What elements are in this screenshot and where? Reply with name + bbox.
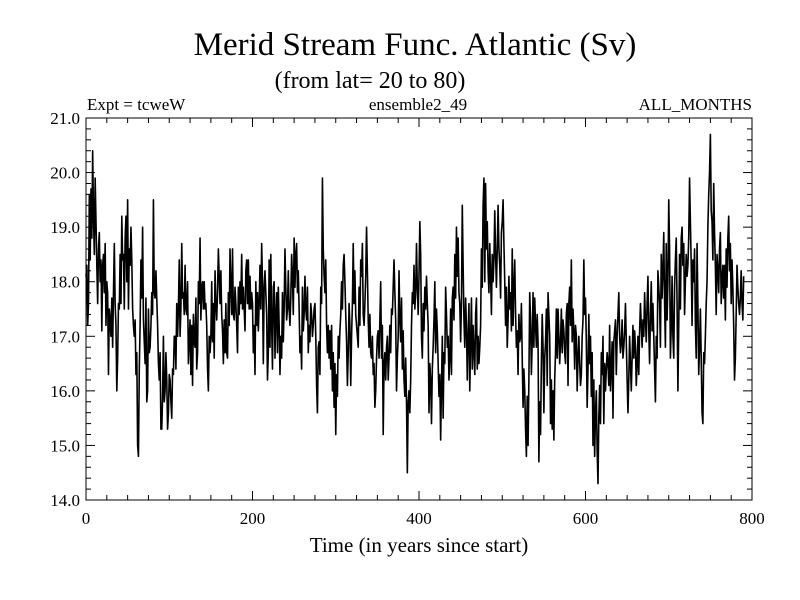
y-axis-tick-labels: 14.0 15.0 16.0 17.0 18.0 19.0 20.0 21.0 bbox=[50, 109, 80, 510]
y-tick-label: 17.0 bbox=[50, 327, 80, 346]
series-line bbox=[85, 133, 745, 485]
header-center-label: ensemble2_49 bbox=[369, 95, 467, 114]
x-axis-tick-labels: 0 200 400 600 800 bbox=[82, 509, 765, 528]
x-tick-label: 800 bbox=[739, 509, 765, 528]
y-tick-label: 14.0 bbox=[50, 491, 80, 510]
x-tick-label: 600 bbox=[573, 509, 599, 528]
y-tick-label: 16.0 bbox=[50, 382, 80, 401]
header-right-label: ALL_MONTHS bbox=[639, 95, 752, 114]
y-tick-label: 21.0 bbox=[50, 109, 80, 128]
x-tick-label: 400 bbox=[406, 509, 432, 528]
chart-title: Merid Stream Func. Atlantic (Sv) bbox=[194, 27, 637, 63]
y-tick-label: 18.0 bbox=[50, 273, 80, 292]
header-left-label: Expt = tcweW bbox=[87, 95, 186, 114]
x-axis-label: Time (in years since start) bbox=[310, 533, 529, 557]
y-tick-label: 20.0 bbox=[50, 164, 80, 183]
y-axis-ticks bbox=[86, 128, 752, 490]
x-tick-label: 200 bbox=[240, 509, 266, 528]
x-axis-ticks bbox=[106, 118, 732, 500]
y-tick-label: 19.0 bbox=[50, 218, 80, 237]
y-tick-label: 15.0 bbox=[50, 436, 80, 455]
series-layer bbox=[85, 133, 745, 485]
chart-subtitle: (from lat= 20 to 80) bbox=[275, 68, 466, 94]
x-tick-label: 0 bbox=[82, 509, 91, 528]
